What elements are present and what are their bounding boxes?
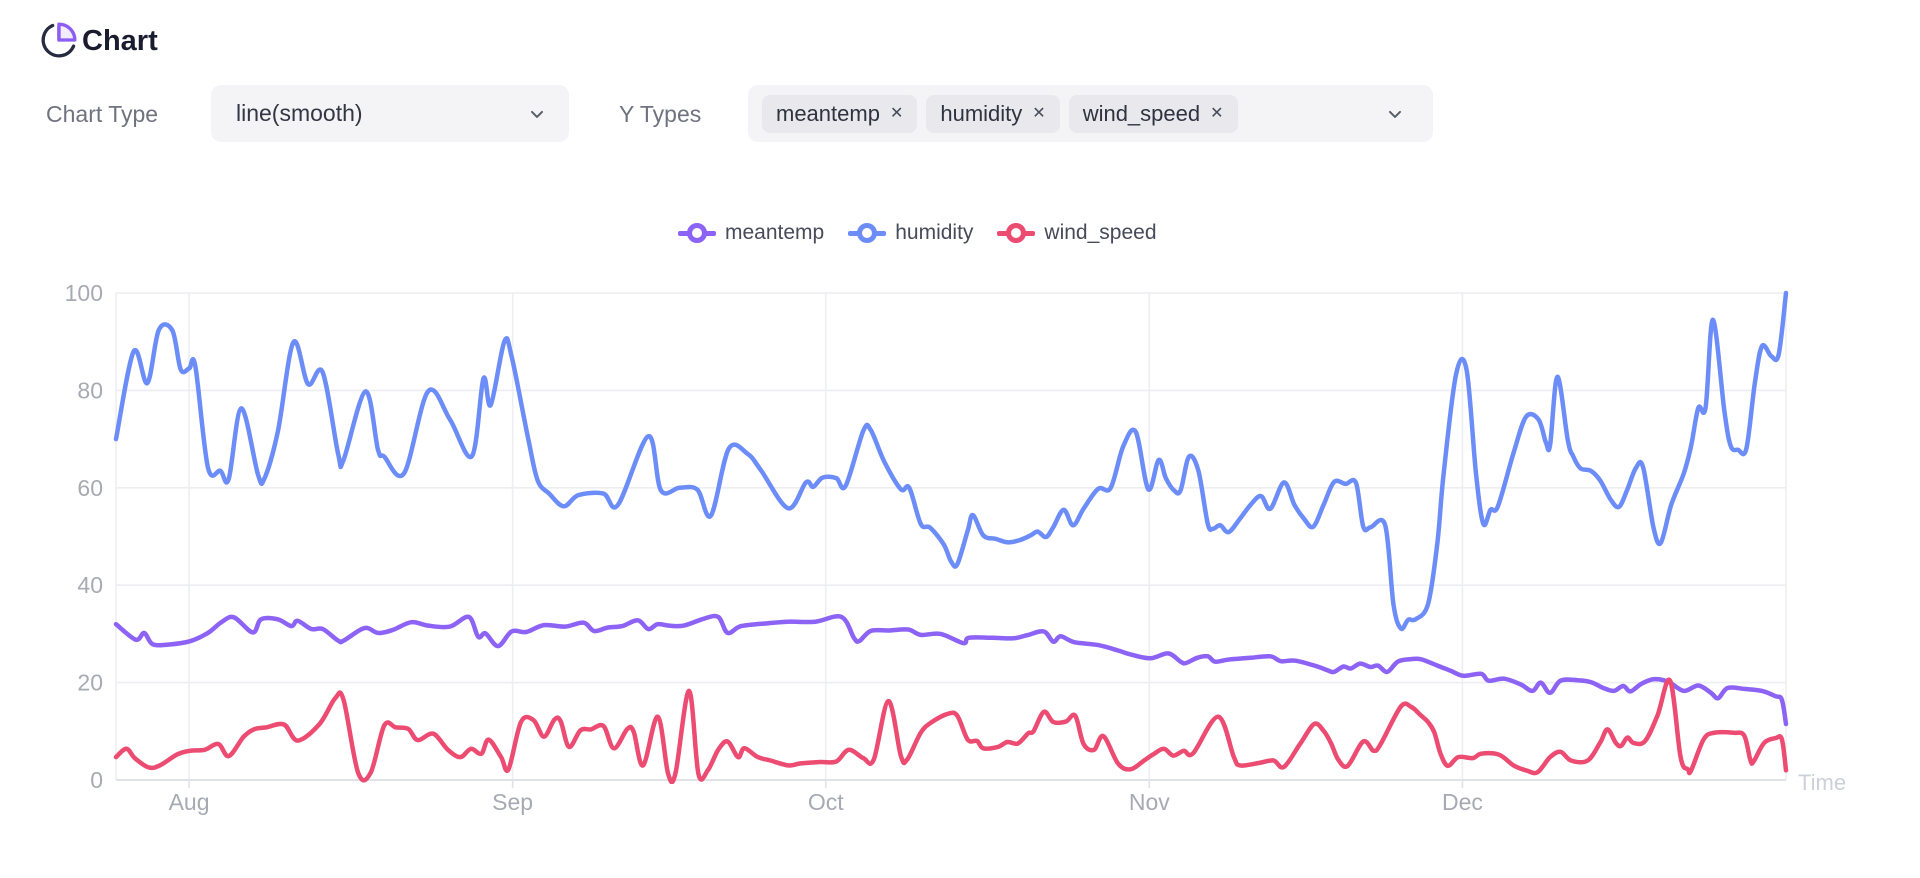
legend-marker-icon bbox=[848, 223, 887, 243]
y-axis-tick-label: 0 bbox=[90, 767, 103, 793]
y-axis-tick-label: 20 bbox=[77, 670, 103, 696]
x-axis-tick-label: Dec bbox=[1442, 789, 1483, 815]
x-axis-tick-label: Aug bbox=[169, 789, 210, 815]
series-line-wind_speed bbox=[113, 677, 1789, 784]
y-axis-tick-label: 100 bbox=[65, 280, 103, 306]
y-type-chip-label: humidity bbox=[940, 100, 1023, 126]
y-axis-tick-label: 80 bbox=[77, 377, 103, 403]
legend-marker-icon bbox=[678, 223, 716, 243]
series-line-meantemp bbox=[113, 613, 1789, 727]
chip-remove-icon[interactable]: ✕ bbox=[889, 104, 904, 122]
chart-type-select[interactable]: line(smooth) bbox=[211, 85, 569, 142]
x-axis-name: Time bbox=[1798, 770, 1846, 795]
legend-marker-icon bbox=[997, 223, 1036, 243]
legend-label: wind_speed bbox=[1044, 221, 1157, 244]
y-type-chip-humidity[interactable]: humidity ✕ bbox=[926, 94, 1060, 133]
x-axis-tick-label: Nov bbox=[1129, 789, 1170, 815]
chart-type-selected-value: line(smooth) bbox=[236, 100, 363, 126]
y-axis-tick-label: 40 bbox=[77, 572, 103, 598]
chart-type-label: Chart Type bbox=[46, 101, 159, 127]
y-types-label: Y Types bbox=[619, 101, 702, 127]
x-axis-tick-label: Oct bbox=[808, 789, 844, 815]
legend-item-wind_speed[interactable]: wind_speed bbox=[997, 221, 1157, 245]
chip-remove-icon[interactable]: ✕ bbox=[1032, 104, 1046, 122]
legend-label: humidity bbox=[895, 221, 974, 244]
y-types-multiselect[interactable]: meantemp ✕ humidity ✕ wind_speed ✕ bbox=[748, 85, 1433, 142]
y-type-chip-label: wind_speed bbox=[1082, 100, 1201, 126]
chip-remove-icon[interactable]: ✕ bbox=[1210, 104, 1224, 122]
legend-label: meantemp bbox=[725, 221, 825, 244]
y-type-chip-wind_speed[interactable]: wind_speed ✕ bbox=[1068, 94, 1238, 133]
chart-legend: meantemp humidity wind_speed bbox=[678, 219, 1157, 247]
chevron-down-icon bbox=[1389, 110, 1401, 118]
page-title: Chart bbox=[82, 25, 158, 57]
x-axis-tick-label: Sep bbox=[492, 789, 533, 815]
legend-item-humidity[interactable]: humidity bbox=[848, 221, 973, 245]
legend-item-meantemp[interactable]: meantemp bbox=[678, 221, 824, 245]
y-type-chip-label: meantemp bbox=[776, 100, 880, 126]
series-line-humidity bbox=[113, 290, 1789, 632]
pie-chart-icon bbox=[41, 22, 77, 58]
y-axis-tick-label: 60 bbox=[77, 475, 103, 501]
y-type-chip-meantemp[interactable]: meantemp ✕ bbox=[762, 94, 918, 133]
chevron-down-icon bbox=[531, 110, 543, 118]
